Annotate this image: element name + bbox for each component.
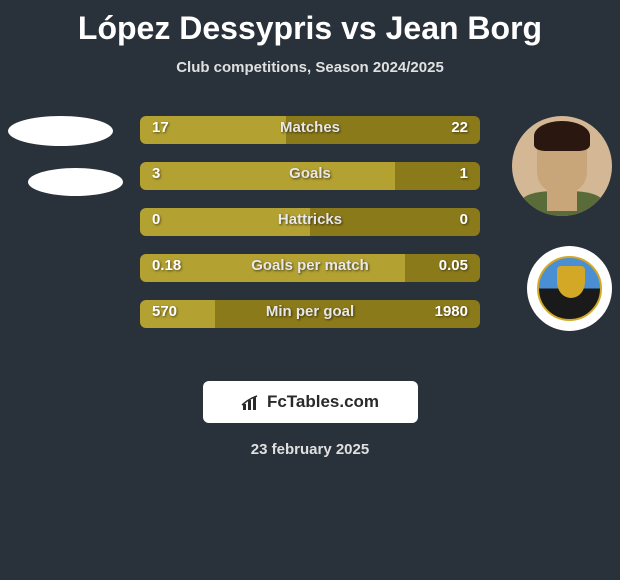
stat-value-left: 0: [152, 211, 160, 228]
chart-icon: [241, 394, 261, 410]
stat-row-hattricks: 0 Hattricks 0: [140, 208, 480, 236]
stat-label: Goals per match: [251, 257, 369, 274]
branding-text: FcTables.com: [241, 392, 379, 412]
player-left-avatar: [8, 116, 123, 196]
club-badge: [527, 246, 612, 331]
site-name: FcTables.com: [267, 392, 379, 412]
stat-value-left: 17: [152, 119, 169, 136]
stat-value-left: 570: [152, 303, 177, 320]
stat-value-right: 1980: [435, 303, 468, 320]
stat-row-min-per-goal: 570 Min per goal 1980: [140, 300, 480, 328]
stat-value-left: 0.18: [152, 257, 181, 274]
avatar-placeholder-1: [8, 116, 113, 146]
stat-row-goals: 3 Goals 1: [140, 162, 480, 190]
stat-value-left: 3: [152, 165, 160, 182]
avatar-placeholder-2: [28, 168, 123, 196]
avatar-photo: [512, 116, 612, 216]
stat-row-goals-per-match: 0.18 Goals per match 0.05: [140, 254, 480, 282]
subtitle: Club competitions, Season 2024/2025: [0, 59, 620, 76]
club-badge-right: [527, 246, 612, 331]
stat-value-right: 1: [460, 165, 468, 182]
stat-value-right: 0: [460, 211, 468, 228]
footer-date: 23 february 2025: [0, 441, 620, 458]
stat-row-matches: 17 Matches 22: [140, 116, 480, 144]
stat-label: Hattricks: [278, 211, 342, 228]
stat-label: Matches: [280, 119, 340, 136]
stat-label: Goals: [289, 165, 331, 182]
player-right-avatar: [512, 116, 612, 216]
stat-value-right: 22: [451, 119, 468, 136]
page-title: López Dessypris vs Jean Borg: [0, 0, 620, 47]
branding-box[interactable]: FcTables.com: [203, 381, 418, 423]
stat-bars: 17 Matches 22 3 Goals 1 0 Hattricks 0 0.…: [140, 116, 480, 346]
stat-label: Min per goal: [266, 303, 354, 320]
stat-value-right: 0.05: [439, 257, 468, 274]
